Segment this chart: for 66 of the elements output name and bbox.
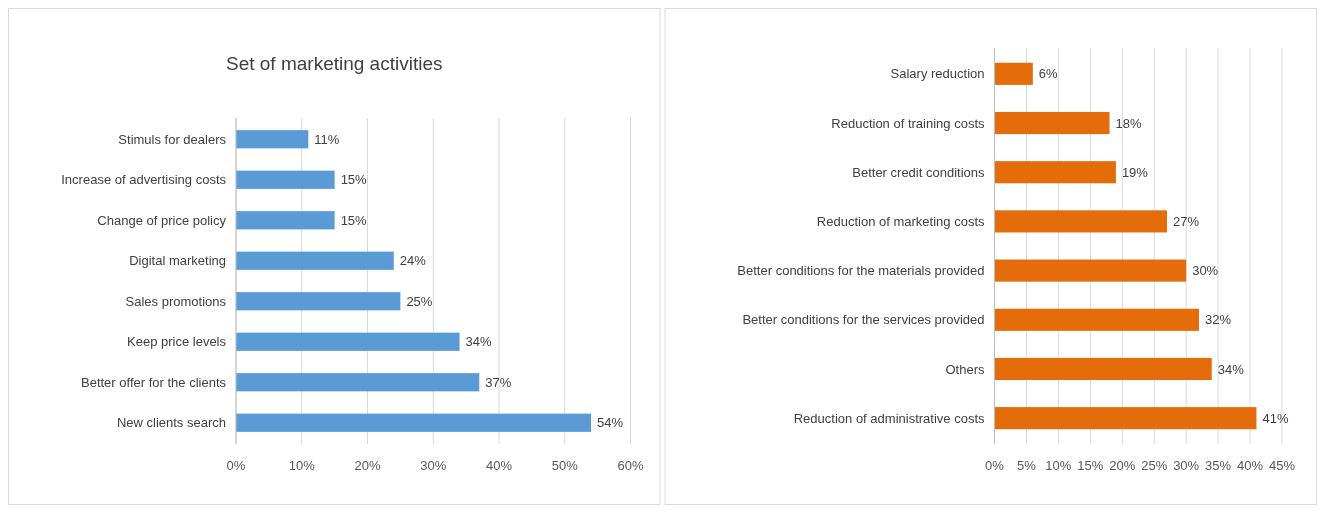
- y-tick-label: Salary reduction: [890, 66, 985, 82]
- data-label: 15%: [340, 172, 368, 188]
- bar: [994, 210, 1167, 233]
- x-tick-label: 35%: [1205, 458, 1232, 473]
- data-label: 41%: [1262, 410, 1289, 426]
- y-tick-label: Increase of advertising costs: [61, 172, 227, 188]
- bar: [236, 251, 394, 270]
- bar: [994, 407, 1257, 430]
- data-label: 6%: [1038, 66, 1059, 82]
- y-tick-label: Digital marketing: [129, 253, 226, 269]
- x-tick-label: 45%: [1268, 458, 1296, 473]
- x-tick-label: 0%: [226, 458, 246, 473]
- y-tick-label: Better conditions for the materials provided: [737, 263, 985, 279]
- y-tick-label: Reduction of marketing costs: [816, 213, 985, 229]
- data-label: 15%: [340, 212, 368, 228]
- y-tick-label: Change of price policy: [97, 212, 227, 228]
- bar: [236, 130, 309, 149]
- x-tick-label: 0%: [985, 458, 1005, 473]
- x-tick-label: 20%: [354, 458, 381, 473]
- bar: [236, 211, 335, 230]
- y-tick-label: Others: [945, 361, 985, 377]
- x-tick-label: 40%: [1237, 458, 1264, 473]
- data-label: 32%: [1204, 312, 1232, 328]
- y-tick-label: Stimuls for dealers: [118, 131, 227, 147]
- bar: [994, 62, 1033, 85]
- bar: [994, 357, 1212, 381]
- data-label: 37%: [485, 374, 512, 390]
- y-tick-label: Keep price levels: [127, 334, 227, 350]
- x-tick-label: 40%: [485, 458, 513, 473]
- bar: [236, 170, 335, 189]
- data-label: 11%: [314, 131, 340, 147]
- x-tick-label: 10%: [288, 458, 316, 473]
- y-tick-label: Sales promotions: [125, 293, 227, 309]
- data-label: 18%: [1115, 115, 1142, 131]
- bar: [994, 161, 1116, 184]
- x-tick-label: 60%: [617, 458, 644, 473]
- x-tick-label: 50%: [551, 458, 579, 473]
- y-tick-label: Reduction of administrative costs: [793, 410, 985, 426]
- data-label: 19%: [1121, 164, 1149, 180]
- bar: [994, 259, 1187, 282]
- y-tick-label: Reduction of training costs: [831, 115, 985, 131]
- x-tick-label: 15%: [1077, 458, 1104, 473]
- x-tick-label: 30%: [1173, 458, 1200, 473]
- x-tick-label: 20%: [1109, 458, 1136, 473]
- x-tick-label: 25%: [1141, 458, 1168, 473]
- y-tick-label: Better offer for the clients: [81, 374, 227, 390]
- bar: [994, 111, 1110, 135]
- bar: [236, 373, 480, 392]
- data-label: 30%: [1192, 263, 1219, 279]
- bar: [236, 332, 460, 351]
- y-tick-label: Better credit conditions: [852, 164, 985, 180]
- x-tick-label: 10%: [1045, 458, 1072, 473]
- data-label: 24%: [399, 253, 427, 269]
- bar: [236, 292, 401, 311]
- data-label: 34%: [465, 334, 493, 350]
- x-tick-label: 30%: [420, 458, 447, 473]
- data-label: 34%: [1217, 361, 1245, 377]
- bar: [994, 308, 1199, 331]
- chart-title: Set of marketing activities: [226, 53, 443, 74]
- data-label: 27%: [1173, 213, 1200, 229]
- data-label: 25%: [406, 293, 433, 309]
- y-tick-label: New clients search: [116, 415, 226, 431]
- data-label: 54%: [597, 415, 624, 431]
- y-tick-label: Better conditions for the services provided: [742, 312, 985, 328]
- bar: [236, 413, 592, 432]
- x-tick-label: 5%: [1017, 458, 1037, 473]
